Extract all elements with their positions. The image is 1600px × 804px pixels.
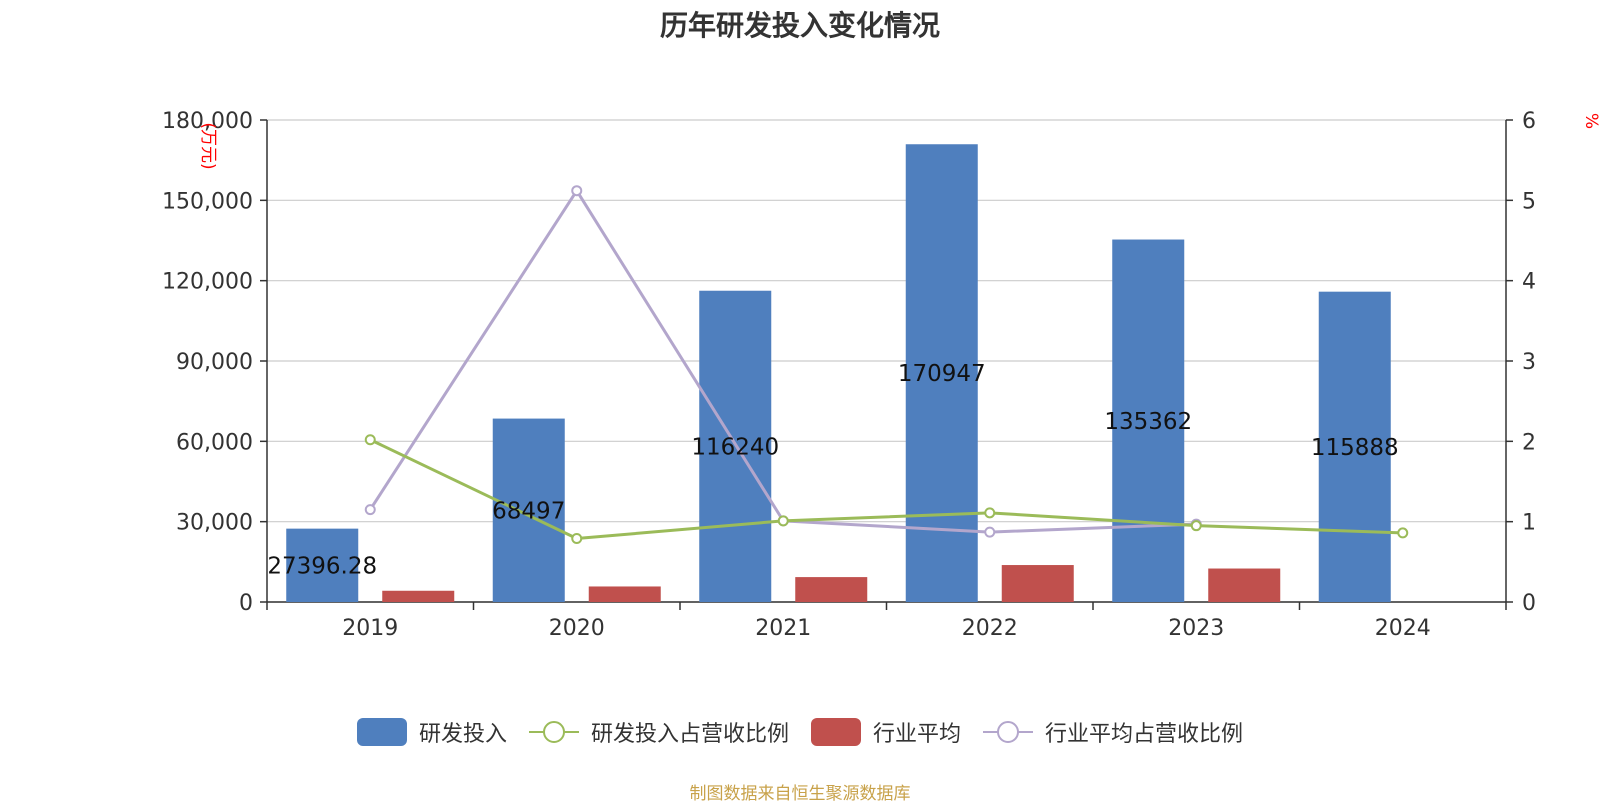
y-left-tick-label: 30,000	[176, 511, 253, 536]
y-right-tick-label: 5	[1522, 189, 1536, 214]
bar-industry-average-2023	[1208, 568, 1281, 602]
y-right-tick-label: 3	[1522, 350, 1536, 375]
legend-item-industry-average[interactable]: 行业平均	[811, 716, 961, 748]
legend-label-industry-average: 行业平均	[873, 722, 962, 747]
y-left-unit-label: (万元)	[198, 122, 218, 169]
bar-industry-average-2020	[588, 586, 661, 602]
legend-swatch-rd-investment	[356, 718, 407, 746]
bar-rd-investment-2019	[286, 528, 359, 602]
bar-industry-average-2021	[795, 577, 868, 602]
bar-rd-investment-2022	[905, 144, 978, 602]
point-rd-ratio	[1190, 520, 1202, 532]
y-right-tick-label: 6	[1522, 109, 1536, 134]
legend-item-rd-ratio[interactable]: 研发投入占营收比例	[528, 716, 789, 748]
point-rd-ratio	[1397, 527, 1409, 539]
point-industry-ratio	[571, 185, 583, 197]
y-left-tick-label: 120,000	[162, 270, 253, 295]
legend: 研发投入 研发投入占营收比例 行业平均 行业平均占营收比例	[0, 716, 1600, 748]
x-tick-label: 2021	[755, 616, 811, 641]
legend-swatch-industry-average	[811, 718, 861, 746]
legend-swatch-industry-ratio	[983, 721, 1034, 743]
y-left-tick-label: 90,000	[176, 350, 253, 375]
data-label-rd-investment: 135362	[1104, 409, 1192, 435]
point-rd-ratio	[364, 434, 376, 446]
legend-label-industry-ratio: 行业平均占营收比例	[1045, 722, 1244, 747]
data-label-rd-investment: 27396.28	[267, 553, 377, 579]
x-tick-label: 2020	[549, 616, 605, 641]
legend-label-rd-investment: 研发投入	[418, 722, 507, 747]
bar-industry-average-2022	[1001, 565, 1074, 602]
data-label-rd-investment: 170947	[898, 361, 986, 387]
bar-rd-investment-2024	[1318, 291, 1391, 602]
y-right-tick-label: 2	[1522, 430, 1536, 455]
chart-canvas: 0 30,000 60,000 90,000 120,000 150,000 180,000…	[162, 109, 1600, 641]
chart-title: 历年研发投入变化情况	[659, 9, 940, 42]
legend-swatch-rd-ratio	[528, 721, 579, 743]
data-label-rd-investment: 68497	[492, 498, 565, 524]
legend-label-rd-ratio: 研发投入占营收比例	[590, 722, 789, 747]
point-industry-ratio	[984, 526, 996, 538]
y-left-tick-label: 180,000	[162, 109, 253, 134]
y-right-unit-label: %	[1581, 113, 1600, 129]
y-right-tick-label: 1	[1522, 511, 1536, 536]
y-left-tick-label: 150,000	[162, 189, 253, 214]
data-label-rd-investment: 116240	[691, 434, 779, 460]
y-left-tick-label: 60,000	[176, 430, 253, 455]
x-tick-label: 2024	[1375, 616, 1431, 641]
y-right-tick-label: 0	[1522, 591, 1536, 616]
data-label-rd-investment: 115888	[1311, 435, 1399, 461]
point-industry-ratio	[364, 504, 376, 516]
x-tick-label: 2019	[342, 616, 398, 641]
bar-rd-investment-2023	[1112, 239, 1185, 602]
x-tick-label: 2022	[962, 616, 1018, 641]
x-tick-label: 2023	[1168, 616, 1224, 641]
legend-item-rd-investment[interactable]: 研发投入	[356, 716, 507, 748]
legend-item-industry-ratio[interactable]: 行业平均占营收比例	[983, 716, 1243, 748]
bar-rd-investment-2020	[492, 418, 565, 602]
y-left-tick-label: 0	[239, 591, 253, 616]
line-rd-ratio	[369, 438, 1403, 541]
bar-industry-average-2019	[382, 590, 455, 602]
point-rd-ratio	[571, 533, 583, 545]
y-right-tick-label: 4	[1522, 270, 1536, 295]
point-rd-ratio	[777, 515, 789, 527]
point-rd-ratio	[984, 507, 996, 519]
source-note: 制图数据来自恒生聚源数据库	[689, 784, 911, 804]
